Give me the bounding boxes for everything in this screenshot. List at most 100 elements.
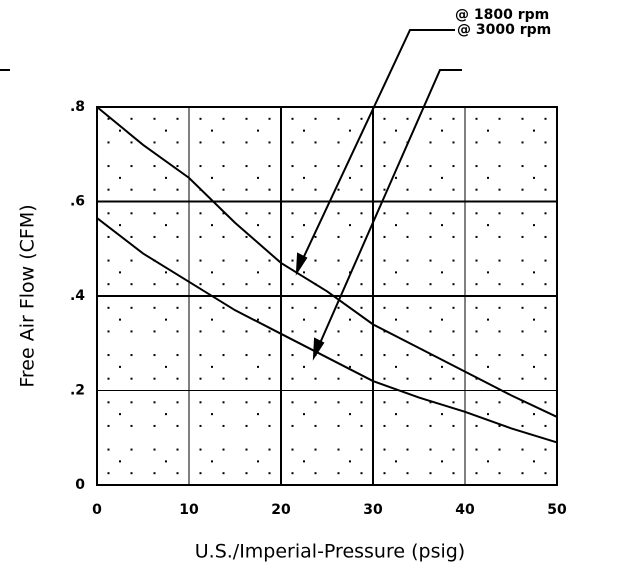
grid-dot xyxy=(475,141,478,144)
grid-dot xyxy=(199,117,202,120)
grid-dot xyxy=(245,424,248,427)
line xyxy=(96,217,558,444)
grid-dot xyxy=(130,377,133,380)
grid-dot xyxy=(383,448,386,451)
grid-dot xyxy=(406,117,409,120)
grid-dot xyxy=(544,401,547,404)
grid-dot xyxy=(130,354,133,357)
grid-dot xyxy=(452,401,455,404)
grid-dot xyxy=(176,212,179,215)
leader-line xyxy=(316,69,462,351)
grid-dot xyxy=(349,413,351,416)
grid-dot xyxy=(429,259,432,262)
grid-dot xyxy=(222,330,225,333)
y-tick-label: .4 xyxy=(70,288,85,304)
grid-dot xyxy=(360,141,363,144)
grid-dot xyxy=(165,365,167,368)
grid-dot xyxy=(383,330,386,333)
grid-dot xyxy=(314,117,317,120)
grid-dot xyxy=(211,460,213,463)
grid-dot xyxy=(199,401,202,404)
grid-dot xyxy=(268,188,271,191)
grid-dot xyxy=(406,424,409,427)
grid-dot xyxy=(406,306,409,309)
grid-dot xyxy=(314,401,317,404)
grid-dot xyxy=(257,176,259,179)
grid-dot xyxy=(475,354,478,357)
grid-dot xyxy=(533,318,535,321)
grid-dot xyxy=(395,365,397,368)
grid-dot xyxy=(452,448,455,451)
grid-dot xyxy=(475,377,478,380)
grid-dot xyxy=(337,117,340,120)
grid-dot xyxy=(521,141,524,144)
y-tick-label: .2 xyxy=(70,383,85,399)
grid-dot xyxy=(176,165,179,168)
grid-dot xyxy=(211,271,213,274)
grid-dot xyxy=(395,460,397,463)
grid-dot xyxy=(337,165,340,168)
grid-dot xyxy=(441,318,443,321)
grid-dot xyxy=(360,424,363,427)
grid-dot xyxy=(475,401,478,404)
grid-dot xyxy=(165,460,167,463)
grid-dot xyxy=(176,235,179,238)
grid-dot xyxy=(222,401,225,404)
grid-dot xyxy=(544,330,547,333)
grid-dot xyxy=(429,283,432,286)
grid-dot xyxy=(337,448,340,451)
grid-dot xyxy=(498,259,501,262)
grid-dot xyxy=(475,283,478,286)
grid-dot xyxy=(268,235,271,238)
grid-dot xyxy=(222,235,225,238)
grid-dot xyxy=(130,306,133,309)
grid-dot xyxy=(487,271,489,274)
grid-dot xyxy=(533,413,535,416)
grid-dot xyxy=(521,235,524,238)
grid-dot xyxy=(498,165,501,168)
grid-dot xyxy=(383,401,386,404)
grid-dot xyxy=(130,472,133,475)
grid-dot xyxy=(199,448,202,451)
grid-dot xyxy=(314,141,317,144)
grid-dot xyxy=(395,129,397,132)
grid-dot xyxy=(303,318,305,321)
grid-dot xyxy=(406,401,409,404)
grid-dot xyxy=(360,448,363,451)
grid-dot xyxy=(257,460,259,463)
grid-dot xyxy=(257,413,259,416)
grid-dot xyxy=(222,117,225,120)
grid-dot xyxy=(211,176,213,179)
grid-dot xyxy=(498,401,501,404)
grid-dot xyxy=(165,129,167,132)
grid-dot xyxy=(130,165,133,168)
grid-dot xyxy=(222,424,225,427)
grid-dot xyxy=(533,176,535,179)
grid-dot xyxy=(441,176,443,179)
grid-dot xyxy=(199,472,202,475)
grid-dot xyxy=(257,271,259,274)
grid-dot xyxy=(165,318,167,321)
grid-dot xyxy=(291,424,294,427)
grid-dot xyxy=(211,365,213,368)
grid-dot xyxy=(383,306,386,309)
grid-dot xyxy=(429,377,432,380)
grid-dot xyxy=(314,188,317,191)
grid-dot xyxy=(291,377,294,380)
y-axis-label: Free Air Flow (CFM) xyxy=(17,204,39,387)
grid-dot xyxy=(107,377,110,380)
grid-dot xyxy=(245,448,248,451)
grid-dot xyxy=(245,141,248,144)
grid-dot xyxy=(475,330,478,333)
x-axis-label: U.S./Imperial-Pressure (psig) xyxy=(195,541,465,563)
grid-dot xyxy=(119,413,121,416)
grid-dot xyxy=(429,401,432,404)
leaders xyxy=(295,29,462,361)
grid-dot xyxy=(153,330,156,333)
grid-dot xyxy=(395,413,397,416)
grid-dot xyxy=(245,188,248,191)
grid-dot xyxy=(153,472,156,475)
grid-dot xyxy=(360,401,363,404)
grid-dot xyxy=(199,165,202,168)
grid-dot xyxy=(406,235,409,238)
